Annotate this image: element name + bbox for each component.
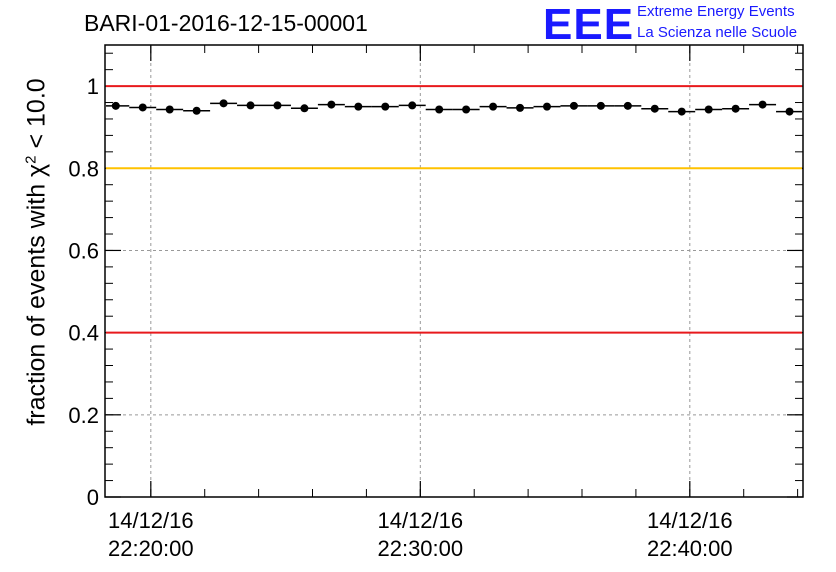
x-tick-label-time: 22:20:00	[108, 536, 194, 561]
data-point	[677, 107, 686, 116]
y-axis-label: fraction of events with χ2 < 10.0	[22, 78, 51, 425]
eee-logo-icon: EEE	[543, 0, 635, 49]
data-point	[192, 106, 201, 115]
y-tick-label: 1	[87, 74, 99, 99]
data-point	[542, 102, 551, 111]
data-point	[354, 102, 363, 111]
data-point	[273, 101, 282, 110]
logo-text-line1: Extreme Energy Events	[637, 3, 795, 20]
data-point	[246, 101, 255, 110]
data-point	[785, 107, 794, 116]
data-point	[596, 101, 605, 110]
y-tick-label: 0.6	[68, 238, 99, 263]
x-tick-label-date: 14/12/16	[647, 508, 733, 533]
data-point	[300, 104, 309, 113]
data-point	[219, 99, 228, 108]
data-point	[165, 105, 174, 114]
y-tick-label: 0	[87, 485, 99, 510]
data-point	[435, 105, 444, 114]
data-point	[569, 101, 578, 110]
data-point	[327, 100, 336, 109]
data-point	[758, 100, 767, 109]
data-point	[650, 104, 659, 113]
logo-text-line2: La Scienza nelle Scuole	[637, 24, 798, 41]
data-point	[516, 103, 525, 112]
x-tick-label-date: 14/12/16	[377, 508, 463, 533]
data-point	[731, 104, 740, 113]
y-tick-label: 0.2	[68, 403, 99, 428]
y-tick-label: 0.4	[68, 321, 99, 346]
x-tick-label-time: 22:30:00	[377, 536, 463, 561]
y-axis-label-main: fraction of events with χ	[22, 163, 51, 426]
plot-frame	[104, 44, 804, 498]
y-axis-label-tail: < 10.0	[22, 78, 51, 156]
data-point	[489, 102, 498, 111]
data-point	[462, 105, 471, 114]
data-point	[138, 103, 147, 112]
data-point	[111, 101, 120, 110]
x-tick-label-date: 14/12/16	[108, 508, 194, 533]
data-point	[381, 102, 390, 111]
data-point	[704, 105, 713, 114]
data-point	[408, 101, 417, 110]
y-axis-label-sup: 2	[22, 155, 40, 164]
chart-title: BARI-01-2016-12-15-00001	[84, 10, 368, 36]
data-point	[623, 101, 632, 110]
y-tick-label: 0.8	[68, 156, 99, 181]
x-tick-label-time: 22:40:00	[647, 536, 733, 561]
